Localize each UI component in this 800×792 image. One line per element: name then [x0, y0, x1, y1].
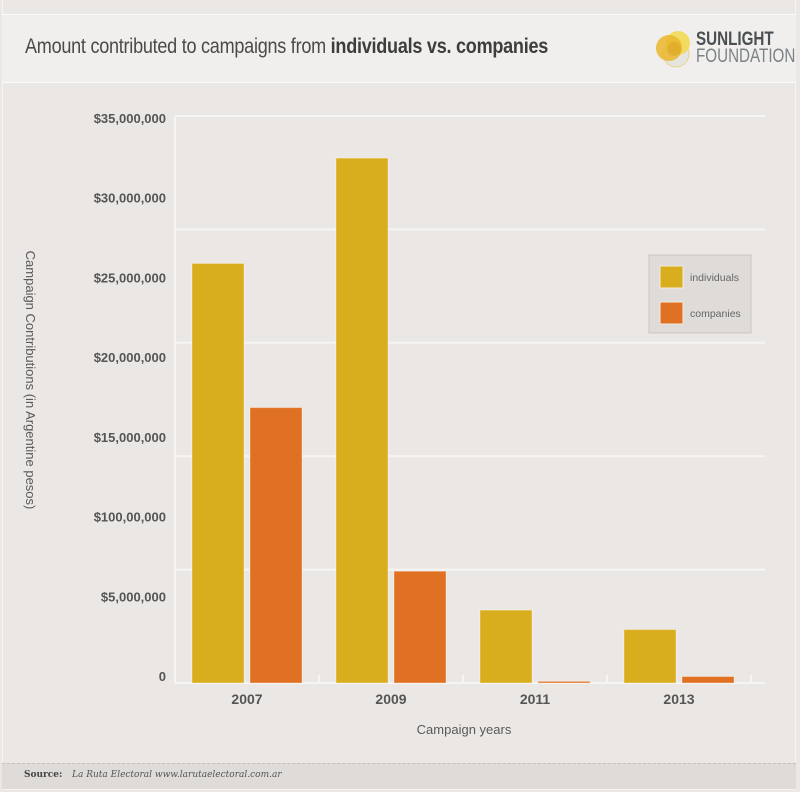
bar-individuals-2011 — [479, 609, 533, 684]
sunlight-foundation-logo: SUNLIGHT FOUNDATION — [652, 27, 795, 77]
legend: individuals companies — [648, 254, 752, 334]
bar-companies-2007 — [249, 407, 303, 684]
source-footer: Source: La Ruta Electoral www.larutaelec… — [2, 763, 796, 789]
bar-individuals-2009 — [335, 157, 389, 684]
bar-companies-2009 — [393, 570, 447, 684]
bar-individuals-2007 — [191, 262, 245, 684]
y-tick-label: 0 — [159, 669, 166, 684]
y-tick-label: $100,00,000 — [94, 510, 166, 525]
legend-label-companies: companies — [690, 308, 741, 320]
bars — [191, 157, 735, 684]
bar-individuals-2013 — [623, 629, 677, 684]
legend-label-individuals: individuals — [690, 272, 739, 284]
y-tick-label: $15,000,000 — [94, 430, 166, 445]
logo-line-1: SUNLIGHT — [696, 29, 774, 50]
source-text: La Ruta Electoral www.larutaelectoral.co… — [72, 770, 282, 780]
y-tick-label: $25,000,000 — [94, 270, 166, 285]
logo-line-2: FOUNDATION — [696, 46, 796, 67]
x-tick-label: 2009 — [375, 691, 406, 707]
bar-companies-2011 — [537, 680, 591, 684]
y-tick-label: $30,000,000 — [94, 191, 166, 206]
y-tick-label: $35,000,000 — [94, 111, 166, 126]
x-tick-label: 2011 — [520, 691, 551, 707]
legend-swatch-individuals — [659, 265, 684, 289]
y-tick-labels: 0 $5,000,000 $100,00,000 $15,000,000 $20,000… — [94, 111, 166, 684]
x-tick-labels: 2007 2009 2011 2013 — [231, 691, 694, 707]
bar-chart: 0 $5,000,000 $100,00,000 $15,000,000 $20,000… — [23, 111, 765, 737]
title-bold: individuals vs. companies — [330, 35, 549, 58]
sunlight-circles-icon — [656, 31, 690, 68]
chart-header: Amount contributed to campaigns from ind… — [2, 14, 796, 83]
bar-companies-2013 — [681, 676, 735, 684]
x-tick-label: 2013 — [663, 691, 694, 707]
source-label: Source: — [24, 770, 63, 780]
y-axis-title: Campaign Contributions (in Argentine pes… — [23, 251, 38, 510]
y-tick-label: $5,000,000 — [101, 589, 166, 604]
y-tick-label: $20,000,000 — [94, 350, 166, 365]
x-tick-label: 2007 — [231, 691, 262, 707]
legend-swatch-companies — [659, 301, 684, 325]
chart-title: Amount contributed to campaigns from ind… — [25, 35, 548, 59]
title-regular: Amount contributed to campaigns from — [25, 35, 331, 58]
x-axis-title: Campaign years — [417, 722, 512, 737]
